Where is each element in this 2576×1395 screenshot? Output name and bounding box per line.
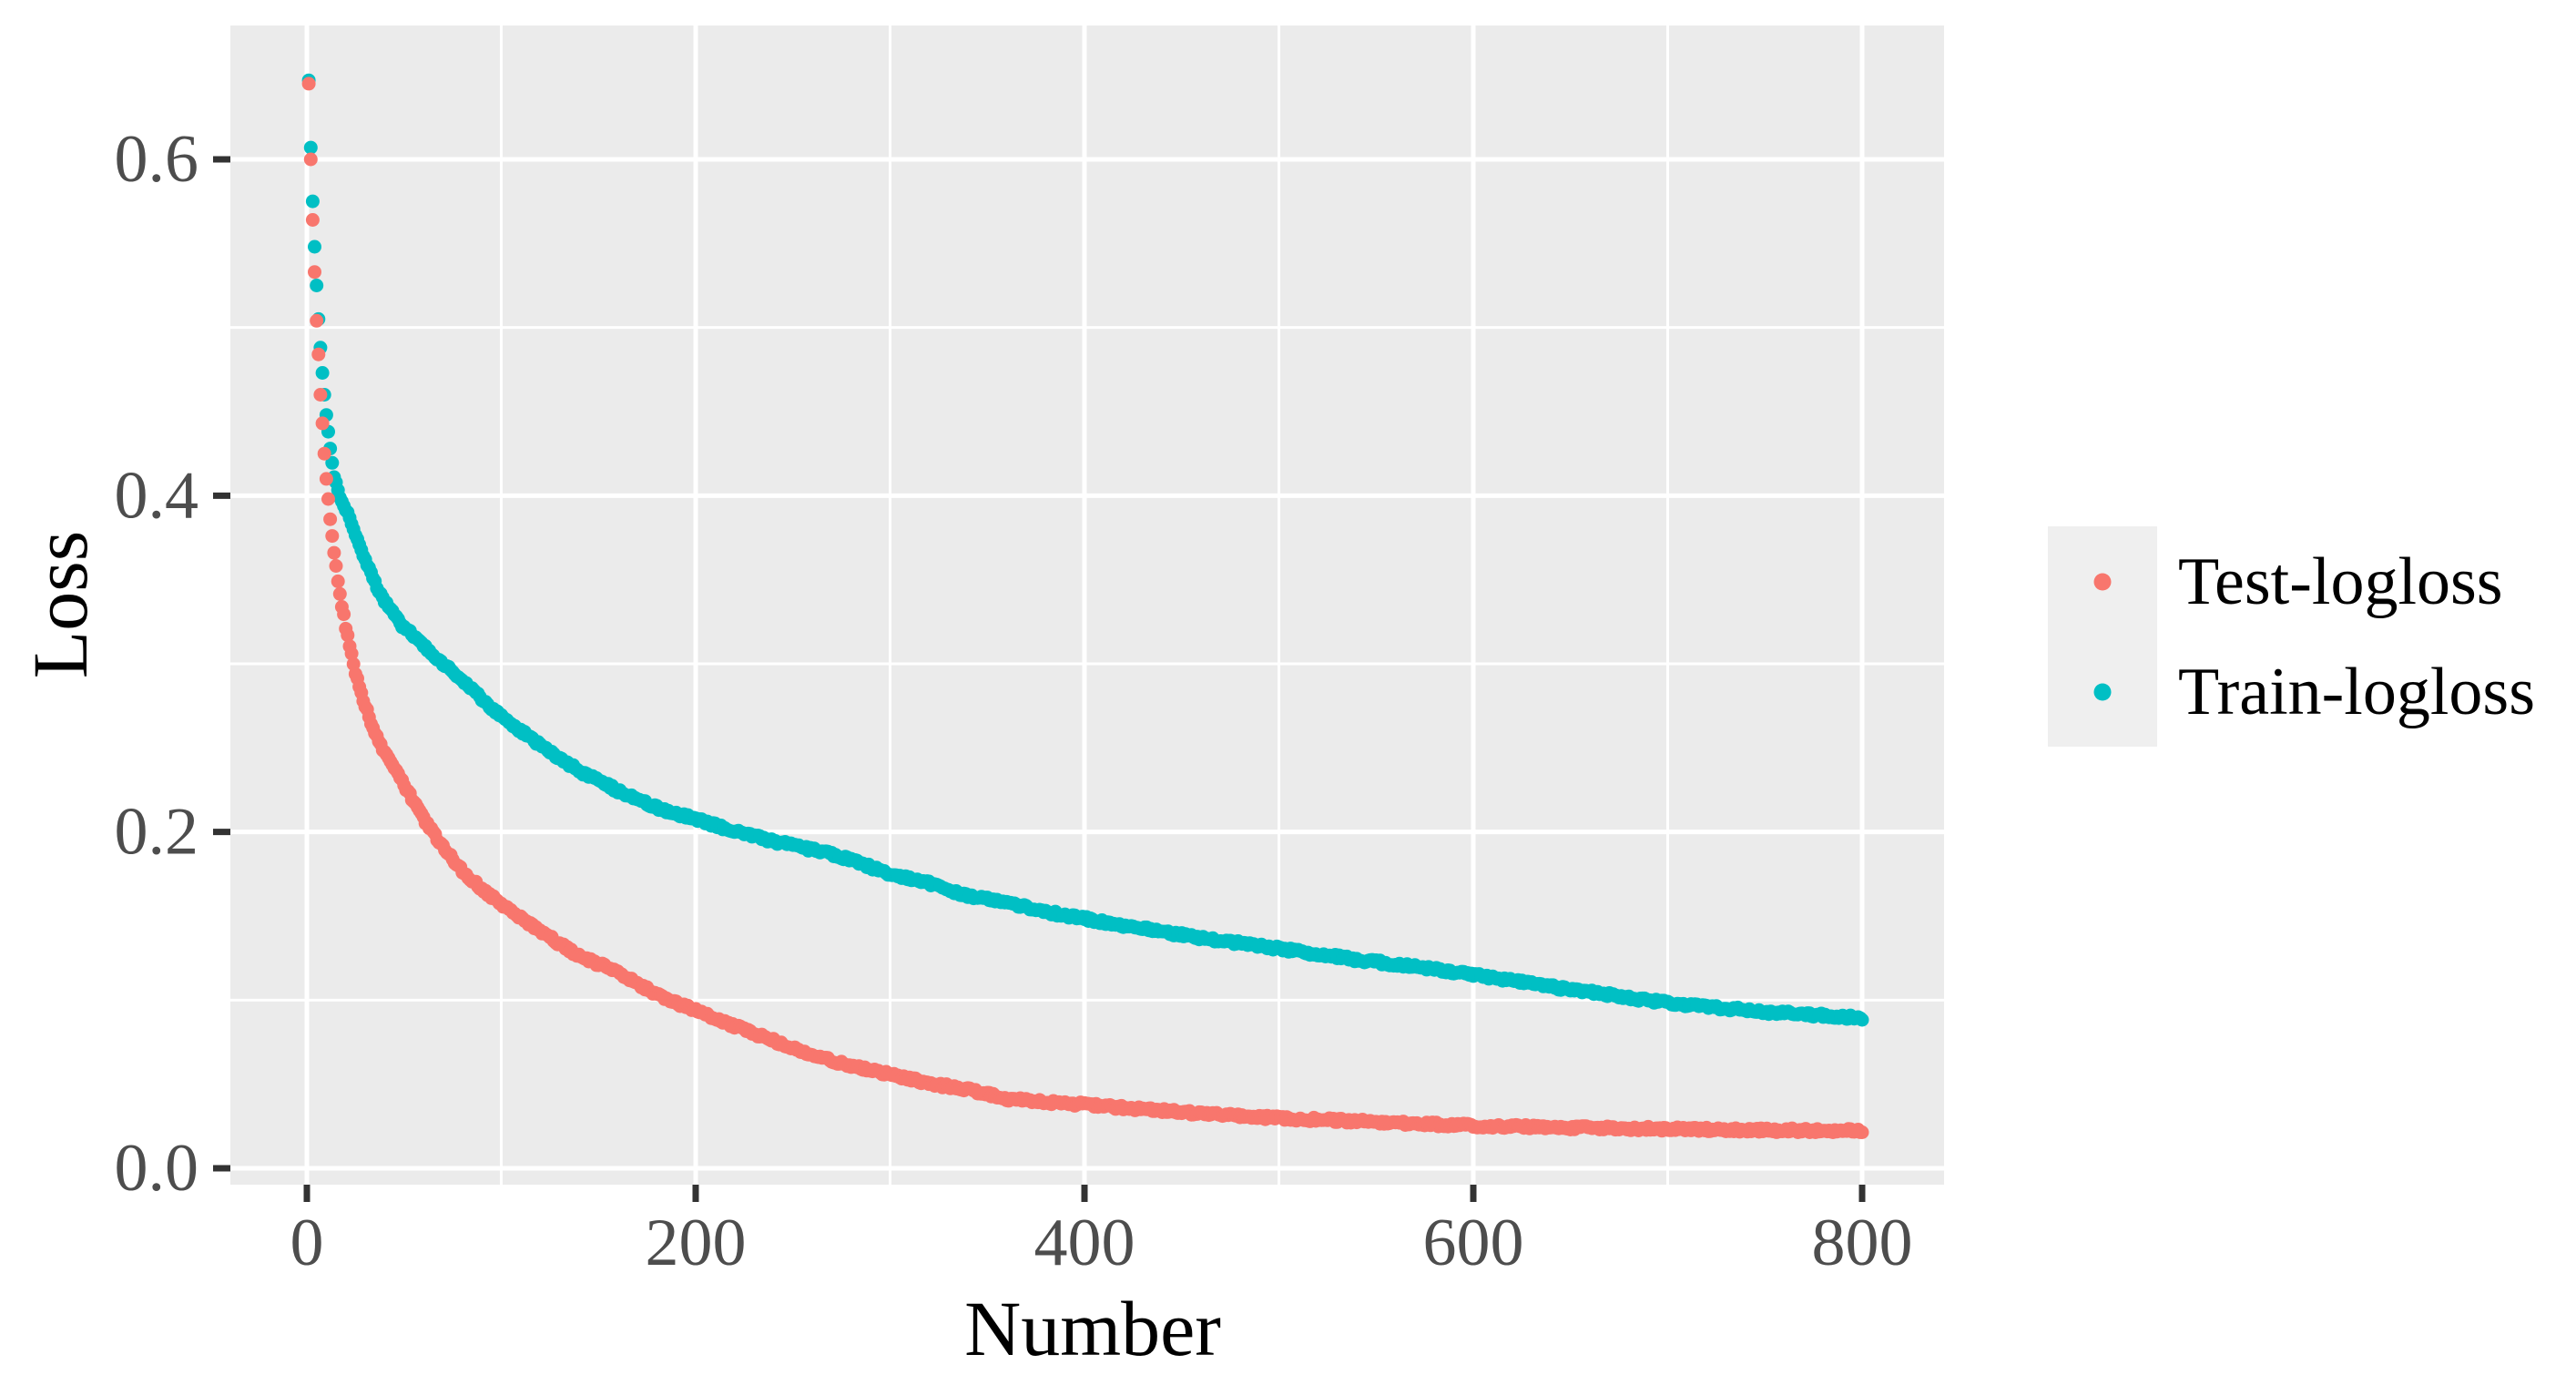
- data-point: [323, 512, 338, 526]
- data-point: [311, 347, 326, 361]
- y-tick-label: 0.2: [115, 795, 199, 870]
- data-point: [313, 388, 328, 402]
- legend: Test-logloss Train-logloss: [2048, 526, 2535, 747]
- y-axis-tick-labels: 0.0 0.2 0.4 0.6: [115, 122, 199, 1206]
- data-point: [1855, 1125, 1869, 1139]
- data-point: [332, 586, 347, 601]
- x-tick-label: 600: [1423, 1206, 1524, 1280]
- y-tick-label: 0.0: [115, 1131, 199, 1206]
- data-point: [331, 574, 345, 588]
- legend-label-train: Train-logloss: [2178, 655, 2535, 729]
- x-axis-tick-labels: 0 200 400 600 800: [290, 1206, 1913, 1280]
- x-tick-label: 0: [290, 1206, 324, 1280]
- data-point: [308, 239, 321, 254]
- x-tick-label: 800: [1812, 1206, 1913, 1280]
- data-point: [325, 529, 340, 544]
- data-point: [308, 265, 321, 280]
- axis-tick-marks: [213, 156, 1866, 1202]
- data-point: [305, 213, 320, 227]
- data-point: [315, 366, 330, 380]
- data-point: [317, 446, 331, 461]
- legend-marker-train-icon: [2093, 683, 2112, 701]
- y-tick-label: 0.4: [115, 458, 199, 533]
- data-point: [329, 559, 343, 573]
- data-point: [325, 455, 340, 470]
- y-axis-title: Loss: [16, 531, 104, 678]
- data-point: [310, 279, 324, 292]
- data-point: [319, 472, 333, 486]
- series-test-logloss-points: [301, 76, 1869, 1139]
- data-point: [321, 492, 335, 506]
- data-point: [303, 140, 318, 155]
- x-tick-label: 200: [646, 1206, 747, 1280]
- data-point: [344, 647, 359, 661]
- data-point: [305, 194, 320, 209]
- data-point: [301, 76, 316, 91]
- legend-marker-test-icon: [2093, 573, 2112, 591]
- x-axis-title: Number: [964, 1285, 1221, 1372]
- data-point: [310, 313, 324, 328]
- legend-label-test: Test-logloss: [2178, 545, 2503, 619]
- data-point: [1855, 1013, 1869, 1027]
- data-point: [303, 152, 318, 167]
- plot-panel: [230, 25, 1944, 1185]
- data-point: [341, 628, 355, 643]
- data-point: [337, 607, 351, 622]
- data-point: [327, 545, 341, 560]
- x-tick-label: 400: [1034, 1206, 1135, 1280]
- data-point: [315, 416, 330, 431]
- series-train-logloss-points: [301, 73, 1869, 1027]
- gridlines-minor: [230, 25, 1944, 1185]
- y-tick-label: 0.6: [115, 122, 199, 197]
